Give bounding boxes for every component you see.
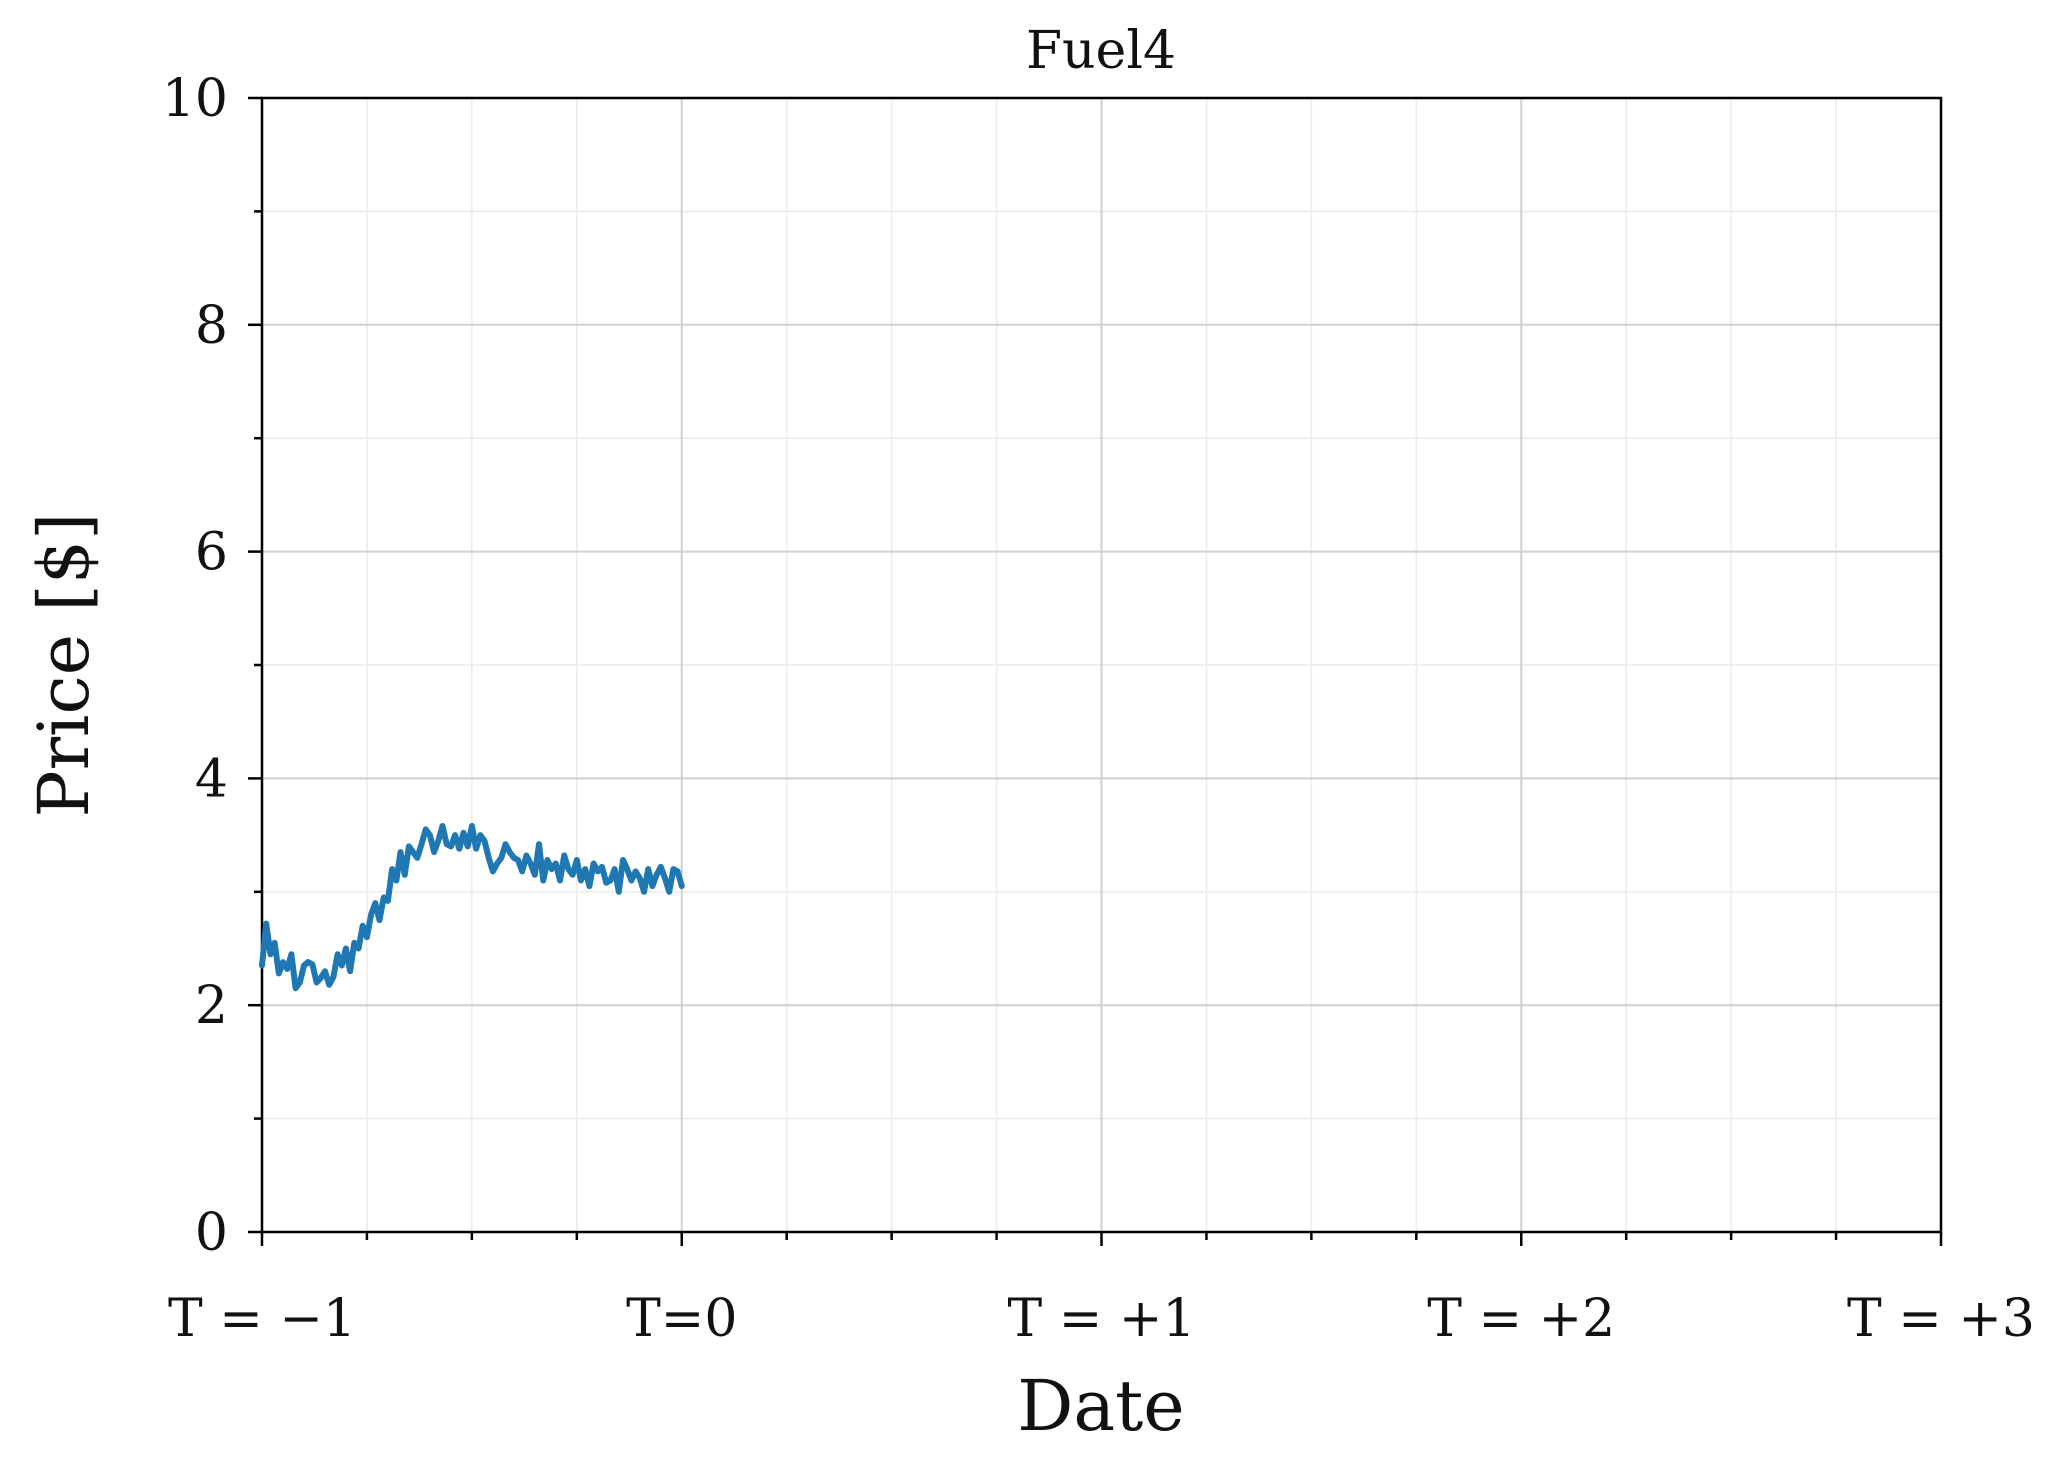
- y-tick-label: 10: [162, 69, 228, 129]
- y-axis-label: Price [$]: [23, 513, 105, 818]
- chart-title: Fuel4: [1026, 21, 1176, 81]
- x-tick-label: T = +2: [1427, 1289, 1615, 1349]
- y-tick-label: 0: [195, 1203, 228, 1263]
- x-tick-label: T=0: [626, 1289, 737, 1349]
- axis-ticks: T = −1 T=0 T = +1 T = +2 T = +3 0 2 4 6 8 10: [162, 69, 2035, 1349]
- y-tick-label: 8: [195, 296, 228, 356]
- x-tick-label: T = +1: [1008, 1289, 1196, 1349]
- x-tick-label: T = −1: [168, 1289, 356, 1349]
- y-tick-label: 4: [195, 749, 228, 809]
- price-series-line: [259, 823, 685, 992]
- grid: [261, 97, 1942, 1233]
- x-axis-label: Date: [1017, 1365, 1184, 1447]
- y-tick-label: 6: [195, 523, 228, 583]
- series-layer: [259, 823, 685, 992]
- x-tick-label: T = +3: [1847, 1289, 2035, 1349]
- y-tick-label: 2: [195, 976, 228, 1036]
